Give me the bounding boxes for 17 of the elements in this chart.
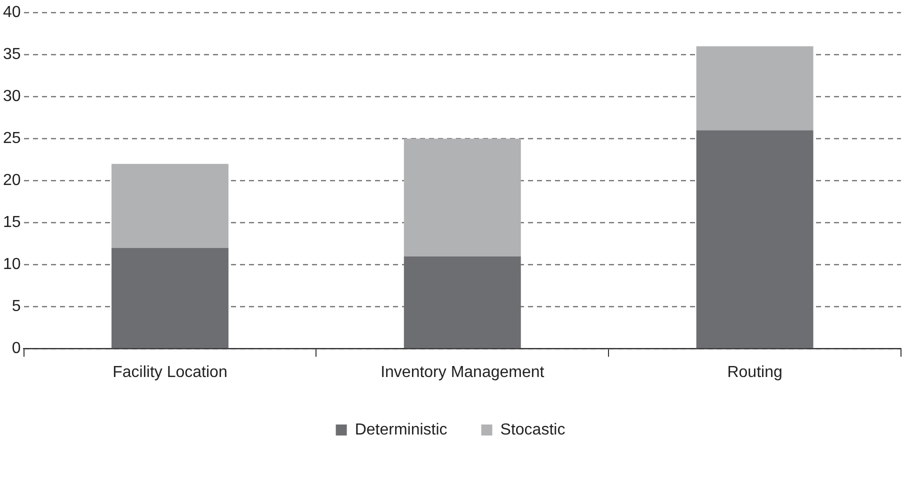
bar xyxy=(112,164,228,248)
x-tick-label: Routing xyxy=(727,364,782,381)
y-tick-label: 20 xyxy=(3,172,21,190)
x-tick-label: Facility Location xyxy=(112,364,228,381)
y-tick-label: 35 xyxy=(3,46,21,64)
y-tick-label: 5 xyxy=(12,298,21,316)
x-tick-label: Inventory Management xyxy=(380,364,545,381)
bar xyxy=(696,46,814,130)
bar xyxy=(404,138,521,256)
y-tick-label: 0 xyxy=(12,340,21,358)
legend-label: Stocastic xyxy=(500,421,566,438)
y-tick-label: 15 xyxy=(3,214,21,232)
y-tick-label: 25 xyxy=(3,130,21,148)
y-tick-label: 40 xyxy=(3,4,21,22)
y-tick-label: 10 xyxy=(3,256,21,274)
y-tick-label: 30 xyxy=(3,88,21,106)
legend-label: Deterministic xyxy=(354,421,448,438)
